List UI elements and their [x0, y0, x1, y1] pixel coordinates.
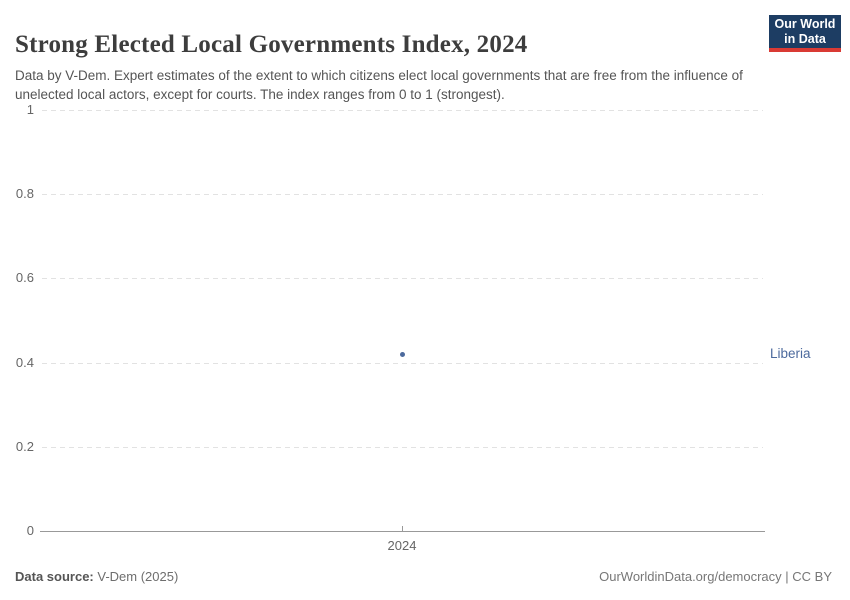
gridline — [42, 278, 763, 279]
owid-logo: Our World in Data — [769, 15, 841, 52]
y-axis-tick-label: 0.4 — [15, 354, 34, 370]
credit-link[interactable]: OurWorldinData.org/democracy | CC BY — [599, 569, 832, 584]
x-axis-line — [40, 531, 765, 532]
y-axis-tick-label: 0.2 — [15, 438, 34, 454]
x-axis-tick — [402, 526, 403, 531]
x-axis-tick-label: 2024 — [387, 538, 417, 553]
data-source-value: V-Dem (2025) — [93, 569, 179, 584]
data-point-liberia[interactable] — [399, 351, 405, 357]
gridline — [42, 194, 763, 195]
y-axis-tick-label: 0.8 — [15, 186, 34, 202]
data-source-note: Data source: V-Dem (2025) — [15, 569, 178, 584]
owid-logo-stripe — [769, 48, 841, 52]
data-source-label: Data source: — [15, 569, 94, 584]
gridline — [42, 363, 763, 364]
gridline — [42, 110, 763, 111]
page-title: Strong Elected Local Governments Index, … — [15, 30, 528, 58]
y-axis-tick-label: 1 — [26, 102, 34, 117]
entity-label-liberia[interactable]: Liberia — [770, 346, 811, 362]
y-axis-tick-label: 0.6 — [15, 270, 34, 286]
chart-subtitle: Data by V-Dem. Expert estimates of the e… — [15, 67, 743, 102]
owid-logo-text: Our World in Data — [769, 15, 841, 48]
gridline — [42, 447, 763, 448]
y-axis-tick-label: 0 — [26, 523, 34, 538]
